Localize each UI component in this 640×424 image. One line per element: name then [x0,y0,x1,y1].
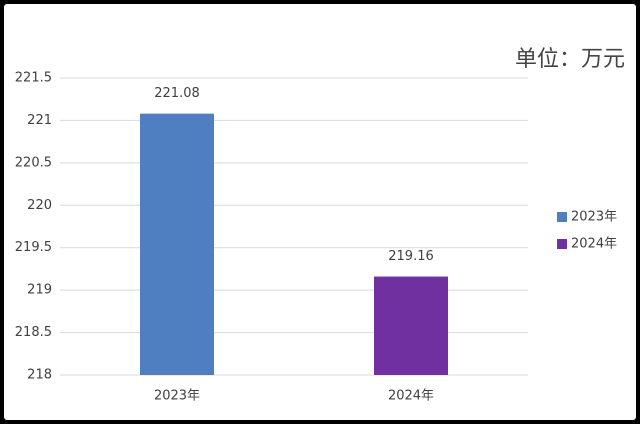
y-tick-label: 220 [27,198,52,213]
y-tick-label: 218.5 [15,325,52,340]
legend-label: 2024年 [571,237,617,252]
x-tick-label: 2023年 [154,389,200,404]
y-tick-label: 220.5 [15,155,52,170]
x-tick-label: 2024年 [388,389,434,404]
bar [374,276,448,375]
legend-swatch [557,212,567,222]
y-tick-label: 221 [27,113,52,128]
legend-swatch [557,239,567,249]
value-label: 221.08 [154,86,200,101]
y-tick-label: 221.5 [15,71,52,86]
unit-label: 单位：万元 [515,47,625,72]
value-label: 219.16 [388,249,434,264]
y-tick-label: 219.5 [15,240,52,255]
legend-label: 2023年 [571,210,617,225]
y-tick-label: 219 [27,283,52,298]
bar [140,113,214,375]
y-tick-label: 218 [27,368,52,383]
